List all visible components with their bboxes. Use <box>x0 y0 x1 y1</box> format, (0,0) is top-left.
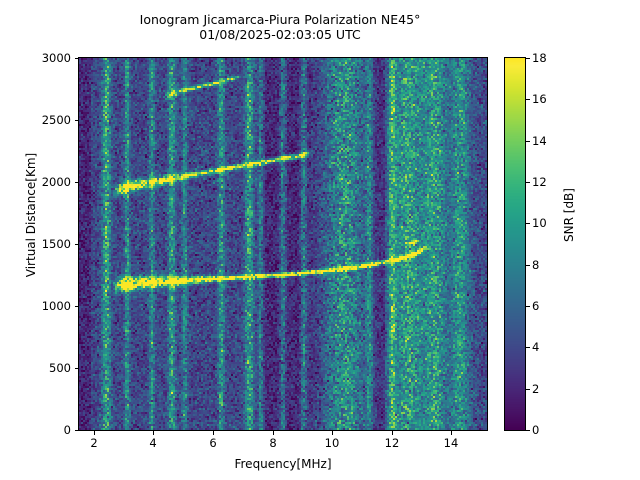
y-tick-mark <box>74 244 78 245</box>
colorbar <box>504 57 526 431</box>
x-tick-mark <box>451 431 452 435</box>
x-tick-mark <box>332 431 333 435</box>
colorbar-tick-label: 6 <box>532 299 540 313</box>
y-tick-label: 3000 <box>41 51 71 65</box>
colorbar-tick-mark <box>526 99 530 100</box>
ionogram-plot-area <box>78 57 488 431</box>
x-tick-mark <box>392 431 393 435</box>
y-tick-label: 2000 <box>41 175 71 189</box>
ionogram-heatmap <box>79 58 487 430</box>
y-tick-label: 1500 <box>41 237 71 251</box>
x-tick-label: 12 <box>384 436 400 450</box>
x-tick-label: 14 <box>443 436 459 450</box>
y-axis-label: Virtual Distance[Km] <box>24 152 38 278</box>
colorbar-tick-label: 18 <box>532 51 547 65</box>
colorbar-tick-label: 12 <box>532 175 547 189</box>
x-tick-label: 2 <box>90 436 98 450</box>
y-tick-label: 0 <box>63 423 71 437</box>
chart-title-line-2: 01/08/2025-02:03:05 UTC <box>199 27 361 42</box>
chart-title: Ionogram Jicamarca-Piura Polarization NE… <box>0 12 560 42</box>
x-tick-mark <box>94 431 95 435</box>
x-tick-mark <box>153 431 154 435</box>
colorbar-tick-mark <box>526 58 530 59</box>
colorbar-tick-label: 16 <box>532 92 547 106</box>
colorbar-tick-mark <box>526 347 530 348</box>
colorbar-tick-label: 4 <box>532 340 540 354</box>
x-tick-label: 4 <box>149 436 157 450</box>
colorbar-label: SNR [dB] <box>562 188 576 242</box>
y-tick-mark <box>74 58 78 59</box>
colorbar-tick-mark <box>526 306 530 307</box>
x-tick-mark <box>273 431 274 435</box>
x-tick-label: 10 <box>324 436 340 450</box>
colorbar-gradient <box>505 58 525 430</box>
x-tick-label: 6 <box>209 436 217 450</box>
colorbar-tick-mark <box>526 182 530 183</box>
colorbar-tick-mark <box>526 141 530 142</box>
y-tick-mark <box>74 120 78 121</box>
x-tick-mark <box>213 431 214 435</box>
colorbar-tick-label: 10 <box>532 216 547 230</box>
colorbar-tick-label: 14 <box>532 134 547 148</box>
colorbar-tick-mark <box>526 265 530 266</box>
y-tick-mark <box>74 430 78 431</box>
chart-title-line-1: Ionogram Jicamarca-Piura Polarization NE… <box>139 12 421 27</box>
y-tick-label: 1000 <box>41 299 71 313</box>
x-tick-label: 8 <box>269 436 277 450</box>
colorbar-tick-mark <box>526 223 530 224</box>
y-tick-mark <box>74 368 78 369</box>
colorbar-tick-mark <box>526 430 530 431</box>
y-tick-label: 500 <box>49 361 71 375</box>
y-tick-mark <box>74 182 78 183</box>
x-axis-label: Frequency[MHz] <box>234 457 332 471</box>
y-tick-mark <box>74 306 78 307</box>
y-tick-label: 2500 <box>41 113 71 127</box>
colorbar-tick-label: 2 <box>532 382 540 396</box>
colorbar-tick-label: 8 <box>532 258 540 272</box>
colorbar-tick-label: 0 <box>532 423 540 437</box>
colorbar-tick-mark <box>526 389 530 390</box>
